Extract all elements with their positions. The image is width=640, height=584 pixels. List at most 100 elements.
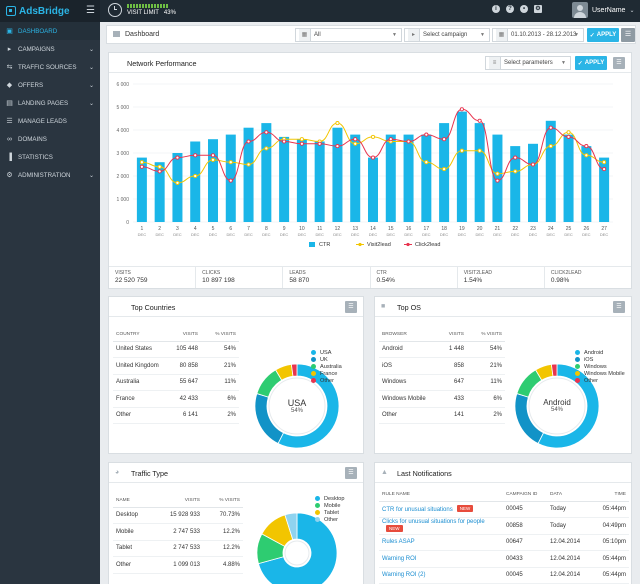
table-row[interactable]: Australia 55 647 11% [113,374,239,391]
rule-link[interactable]: Rules ASAP [382,539,415,546]
date-cell: 12.04.2014 [547,550,589,568]
info-icon[interactable]: i [492,5,500,13]
sidebar-item-domains[interactable]: ∞ DOMAINS [0,130,100,148]
table-row[interactable]: Windows 647 11% [379,374,505,391]
y-tick-label: 4 000 [116,128,129,134]
legend-label: Other [320,377,334,384]
point-visit2lead [139,160,144,165]
brand[interactable]: AdsBridge [0,0,100,22]
rule-link[interactable]: Warning ROI [382,555,417,562]
point-visit2lead [602,160,607,165]
table-row[interactable]: France 42 433 6% [113,390,239,408]
point-click2lead [299,141,304,146]
panel-menu-button[interactable]: ☰ [613,301,625,313]
x-tick-label: 18 [441,226,447,232]
x-tick-sublabel: DEC [351,232,360,237]
campaign-id-cell: 00045 [503,567,547,584]
x-tick-sublabel: DEC [458,232,467,237]
bar-ctr [403,134,414,222]
clock-icon [108,3,122,17]
top-bar: AdsBridge ☰ VISIT LIMIT 43% i ? • ⚙ User… [0,0,640,22]
point-visit2lead [477,148,482,153]
table-row: CTR for unusual situations NEW 00045 Today 0… [379,501,629,518]
table-cell: 11% [201,374,239,391]
table-cell: 54% [467,341,505,358]
sidebar-item-offers[interactable]: ◆ OFFERS ⌄ [0,76,100,94]
sidebar-item-landing-pages[interactable]: ▤ LANDING PAGES ⌄ [0,94,100,112]
sidebar-item-traffic-sources[interactable]: ⇆ TRAFFIC SOURCES ⌄ [0,58,100,76]
home-icon[interactable] [113,31,120,37]
user-menu[interactable]: UserName ⌄ [572,2,634,18]
x-tick-label: 1 [140,226,143,232]
bell-icon[interactable]: • [520,5,528,13]
table-cell: 21% [201,357,239,375]
table-row[interactable]: Desktop 15 928 933 70.73% [113,507,243,524]
legend-dot [575,371,580,376]
header-menu-button[interactable]: ☰ [621,28,635,42]
table-row[interactable]: Other 6 141 2% [113,407,239,424]
parameters-select[interactable]: ≡ Select parameters ▼ [485,56,571,70]
bar-ctr [172,153,183,222]
rule-link[interactable]: CTR for unusual situations [382,507,453,514]
campaign-select[interactable]: ▸ Select campaign ▼ [404,28,490,42]
point-click2lead [584,144,589,149]
table-row[interactable]: United States 105 448 54% [113,341,239,358]
chevron-down-icon: ▼ [480,32,485,38]
table-row[interactable]: Other 1 099 013 4.88% [113,556,243,574]
table-row[interactable]: Android 1 448 54% [379,341,505,358]
y-tick-label: 0 [126,220,129,226]
date-range-picker[interactable]: ▦ 01.10.2013 - 28.12.2013 ▼ [492,28,584,42]
x-tick-sublabel: DEC [262,232,271,237]
legend-label: Windows [584,363,607,370]
sidebar-item-label: MANAGE LEADS [18,117,67,125]
legend-label: Other [324,516,338,523]
menu-toggle-icon[interactable]: ☰ [86,5,95,16]
sidebar-item-campaigns[interactable]: ▸ CAMPAIGNS ⌄ [0,40,100,58]
point-visit2lead [193,173,198,179]
x-tick-sublabel: DEC [138,232,147,237]
rule-link[interactable]: Warning ROI (2) [382,572,426,579]
panel-menu-button[interactable]: ☰ [345,467,357,479]
rule-link[interactable]: Clicks for unusual situations for people [382,518,485,525]
legend-label: Mobile [324,502,341,509]
sidebar-item-statistics[interactable]: ▐ STATISTICS [0,148,100,166]
table-row[interactable]: United Kingdom 80 858 21% [113,357,239,375]
table-row[interactable]: iOS 858 21% [379,357,505,375]
x-tick-sublabel: DEC [529,232,538,237]
table-row[interactable]: Windows Mobile 433 6% [379,390,505,408]
point-click2lead [264,130,269,135]
legend-item: UK [311,356,342,363]
point-click2lead [335,144,340,149]
campaign-id-cell: 00433 [503,550,547,568]
traffic-filter-select[interactable]: ▦ All ▼ [295,28,402,42]
table-cell: United States [113,341,165,358]
stat-label: CLICKS [202,270,221,276]
chart-menu-button[interactable]: ☰ [613,57,625,69]
settings-icon[interactable]: ⚙ [534,5,542,13]
check-icon: ✓ [577,60,583,67]
point-click2lead [317,141,322,146]
point-visit2lead [424,160,429,165]
legend-label: Other [584,377,598,384]
legend-swatch [309,242,315,247]
chart-apply-button[interactable]: ✓ APPLY [575,56,607,70]
table-row[interactable]: Mobile 2 747 533 12.2% [113,523,243,541]
sidebar-item-dashboard[interactable]: ▣ DASHBOARD [0,22,100,40]
x-tick-sublabel: DEC [582,232,591,237]
help-icon[interactable]: ? [506,5,514,13]
panel-title: Traffic Type [131,469,169,478]
table-row[interactable]: Tablet 2 747 533 12.2% [113,540,243,557]
bar-ctr [528,143,538,222]
panel-menu-button[interactable]: ☰ [345,301,357,313]
apply-button[interactable]: ✓ APPLY [587,28,619,42]
legend-item: iOS [575,356,625,363]
table-cell: 647 [431,374,467,391]
stat-value: 0.54% [376,277,395,284]
stat-visit2lead: VISIT2LEAD 1.54% [458,267,545,288]
table-cell: 6 141 [165,407,201,424]
sidebar-item-manage-leads[interactable]: ☰ MANAGE LEADS [0,112,100,130]
point-visit2lead [228,160,233,165]
sidebar-item-administration[interactable]: ⚙ ADMINISTRATION ⌄ [0,166,100,184]
table-row[interactable]: Other 141 2% [379,407,505,424]
sidebar-item-label: DOMAINS [18,135,47,143]
